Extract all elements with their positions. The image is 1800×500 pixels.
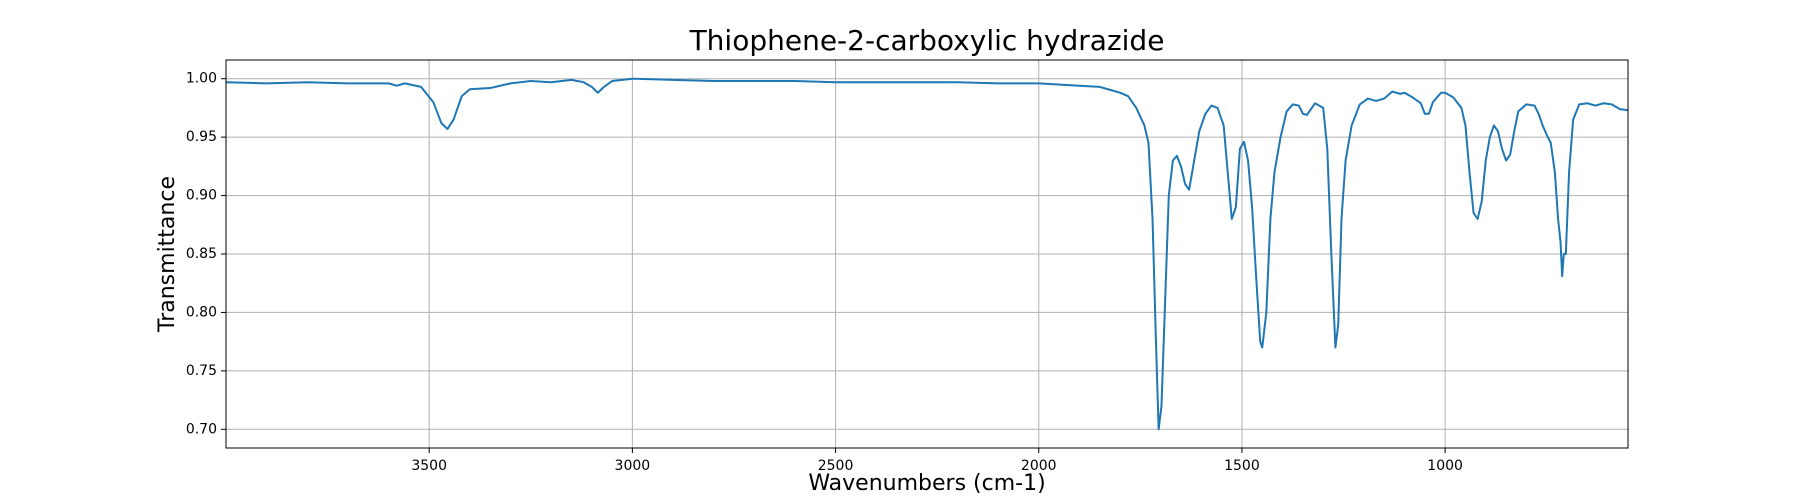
x-tick-label: 2000 xyxy=(1021,458,1057,474)
y-tick-label: 0.90 xyxy=(186,188,217,204)
y-tick-label: 0.95 xyxy=(186,129,217,145)
y-tick-label: 1.00 xyxy=(186,71,217,87)
y-tick-label: 0.85 xyxy=(186,246,217,262)
y-tick-label: 0.70 xyxy=(186,421,217,437)
y-tick-label: 0.75 xyxy=(186,363,217,379)
y-axis-label: Transmittance xyxy=(155,176,180,333)
x-axis-label: Wavenumbers (cm-1) xyxy=(808,471,1045,496)
x-tick-label: 3000 xyxy=(615,458,651,474)
y-tick-label: 0.80 xyxy=(186,304,217,320)
x-tick-label: 1500 xyxy=(1224,458,1260,474)
plot-frame xyxy=(225,59,1629,449)
x-tick-label: 1000 xyxy=(1427,458,1463,474)
x-tick-label: 3500 xyxy=(411,458,447,474)
x-tick-label: 2500 xyxy=(818,458,854,474)
spectrum-line xyxy=(225,77,1629,431)
chart-title: Thiophene-2-carboxylic hydrazide xyxy=(689,24,1165,57)
